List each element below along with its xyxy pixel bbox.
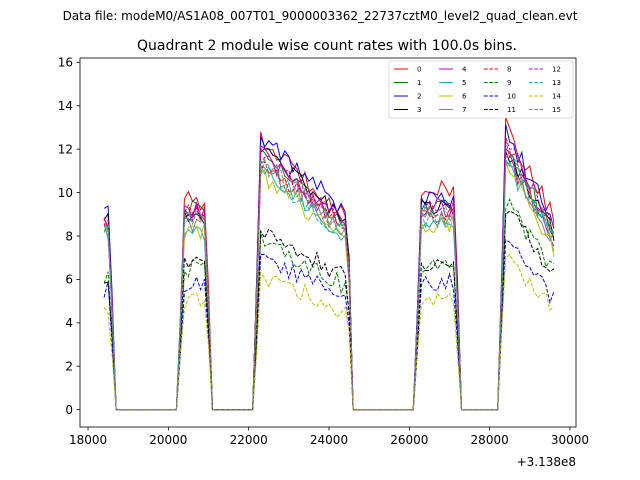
series-line-15 [103,150,555,411]
legend-label-0: 0 [417,66,421,74]
legend-label-13: 13 [552,79,561,87]
y-tick-label: 6 [65,273,73,287]
y-tick-label: 12 [58,142,73,156]
chart-suptitle: Data file: modeM0/AS1A08_007T01_90000033… [63,9,578,23]
legend-label-9: 9 [507,79,511,87]
legend-label-3: 3 [417,106,421,114]
legend-label-5: 5 [462,79,466,87]
legend-label-12: 12 [552,66,561,74]
legend-label-15: 15 [552,106,561,114]
axes-frame [79,57,577,428]
axes-layer: 18000 20000 22000 24000 26000 28000 30000 0 2 4 6 8… [58,56,589,447]
y-tick-label: 2 [65,360,73,374]
y-tick-label: 4 [65,316,73,330]
legend-label-11: 11 [507,106,516,114]
legend-label-8: 8 [507,66,511,74]
y-tick-label: 8 [65,229,73,243]
x-tick-label: 26000 [390,433,428,447]
x-tick-label: 28000 [471,433,509,447]
legend-label-14: 14 [552,93,561,101]
x-tick-label: 20000 [149,433,187,447]
series-layer [103,117,555,411]
y-tick-label: 14 [58,99,73,113]
legend-label-10: 10 [507,93,516,101]
series-line-12 [103,137,555,411]
chart-title: Quadrant 2 module wise count rates with … [137,38,517,54]
y-tick-label: 16 [58,56,73,70]
legend-box [388,60,574,119]
x-tick-label: 24000 [310,433,348,447]
x-tick-label: 22000 [230,433,268,447]
y-tick-label: 0 [65,403,73,417]
legend-label-7: 7 [462,106,466,114]
series-line-14 [103,253,555,411]
legend-label-1: 1 [417,79,421,87]
legend-label-2: 2 [417,93,421,101]
plot-area [80,58,576,427]
x-tick-label: 30000 [551,433,589,447]
legend-label-6: 6 [462,93,467,101]
x-offset-text: +3.138e8 [517,455,576,469]
legend-label-4: 4 [462,66,467,74]
x-tick-label: 18000 [69,433,107,447]
y-tick-label: 10 [58,186,73,200]
